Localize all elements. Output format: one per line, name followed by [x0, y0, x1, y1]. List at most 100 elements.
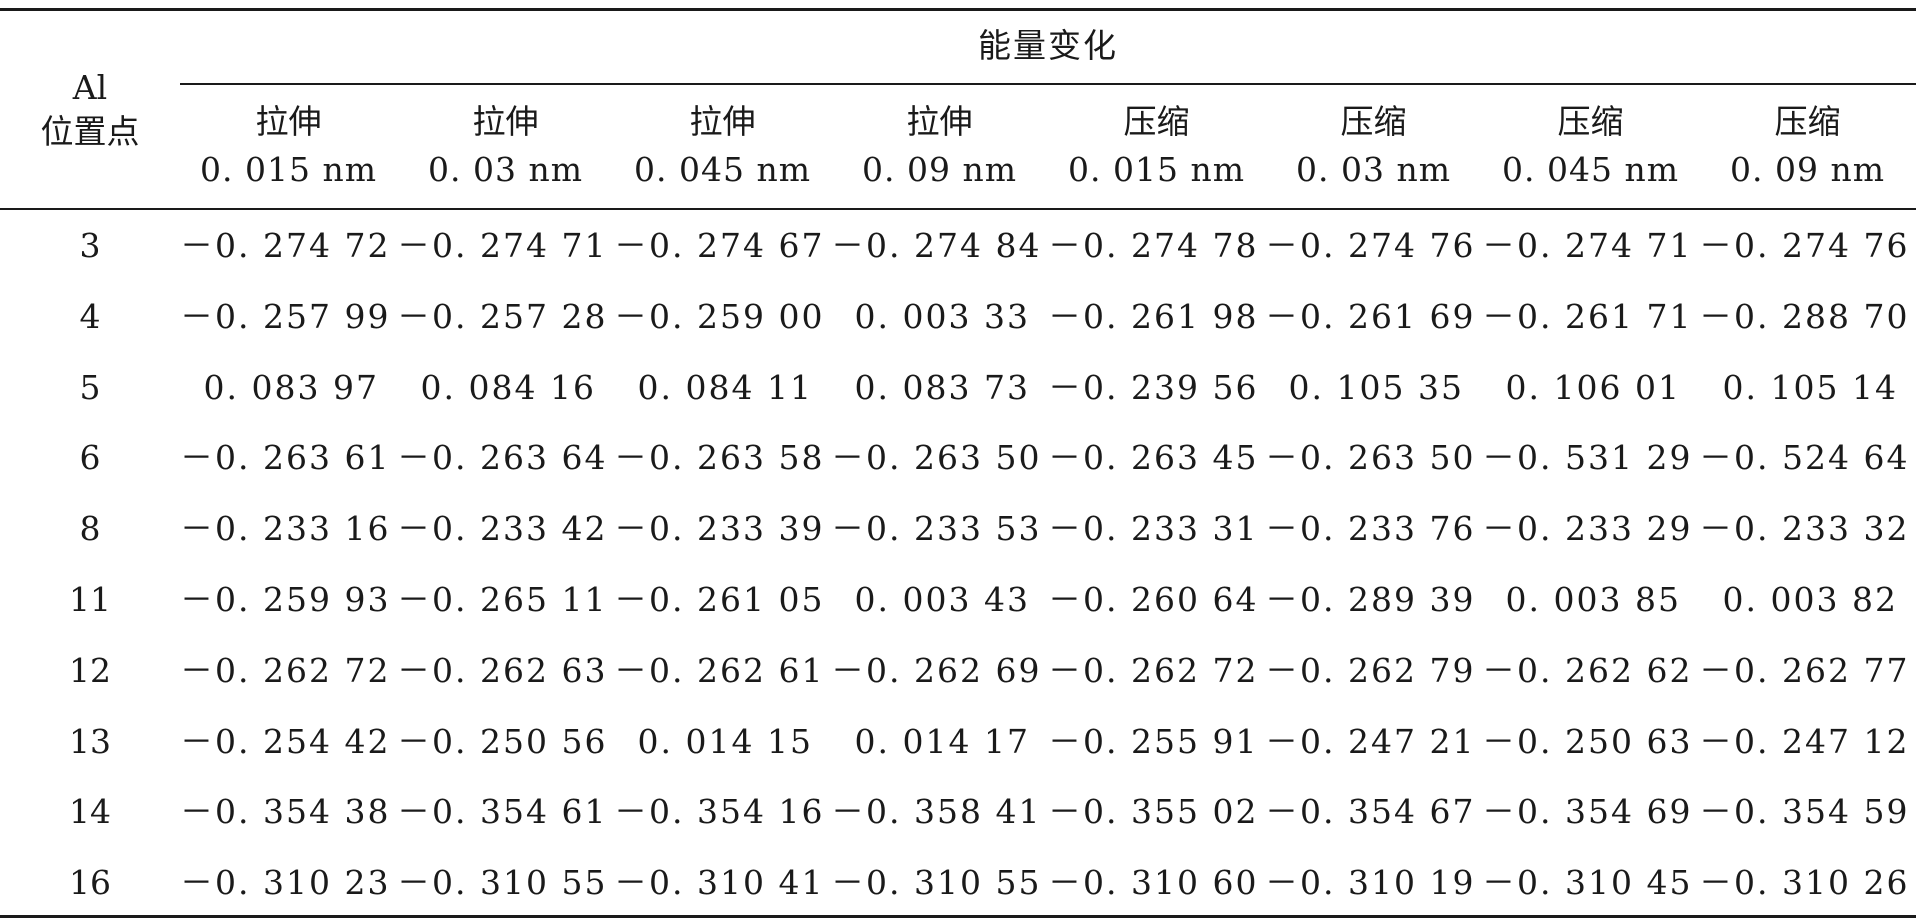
table-cell: －0. 262 72 [180, 650, 391, 690]
row-site-label: 6 [79, 438, 101, 478]
column-header-type: 拉伸 [689, 102, 756, 141]
row-site-label: 5 [79, 367, 101, 407]
column-header-amount: 0. 015 nm [200, 150, 377, 189]
column-header: 拉伸 0. 015 nm [180, 98, 397, 194]
table-cell: －0. 263 61 [180, 438, 391, 478]
stub-header-line-2: 位置点 [40, 112, 140, 151]
column-header-amount: 0. 09 nm [861, 150, 1017, 189]
table-cell: 0. 003 85 [1505, 580, 1681, 619]
table-cell: 0. 106 01 [1505, 367, 1681, 407]
table-cell: －0. 354 61 [397, 792, 608, 832]
table-cell: －0. 262 61 [614, 650, 825, 690]
table-cell: －0. 310 26 [1699, 863, 1910, 903]
table-cell: 0. 083 73 [854, 367, 1030, 407]
column-header: 拉伸 0. 045 nm [614, 98, 831, 194]
table-cell: －0. 250 63 [1482, 721, 1693, 761]
column-header: 压缩 0. 045 nm [1482, 98, 1699, 194]
table-cell: －0. 310 41 [614, 863, 825, 903]
table-cell: －0. 274 71 [1482, 226, 1693, 265]
table-cell: －0. 261 98 [1048, 296, 1259, 336]
column-header-amount: 0. 03 nm [427, 150, 583, 189]
table-cell: －0. 233 39 [614, 509, 825, 549]
table-cell: －0. 355 02 [1048, 792, 1259, 832]
table-cell: －0. 358 41 [831, 792, 1042, 832]
table-cell: －0. 255 91 [1048, 721, 1259, 761]
table-cell: －0. 262 72 [1048, 650, 1259, 690]
table-cell: 0. 084 16 [420, 367, 596, 407]
table-cell: －0. 262 63 [397, 650, 608, 690]
table-cell: －0. 247 12 [1699, 721, 1910, 761]
column-header-type: 拉伸 [255, 102, 322, 141]
column-header-type: 压缩 [1123, 102, 1190, 141]
row-site-label: 4 [79, 296, 101, 336]
row-site-label: 12 [69, 650, 111, 690]
table-cell: －0. 257 28 [397, 296, 608, 336]
table-cell: －0. 257 99 [180, 296, 391, 336]
stub-header: Al 位置点 [0, 66, 180, 154]
table-cell: －0. 262 62 [1482, 650, 1693, 690]
table-cell: 0. 003 43 [854, 580, 1030, 619]
table-cell: －0. 233 76 [1265, 509, 1476, 549]
table-cell: －0. 233 31 [1048, 509, 1259, 549]
row-site-label: 13 [69, 721, 111, 761]
table-cell: －0. 263 45 [1048, 438, 1259, 478]
table-cell: －0. 524 64 [1699, 438, 1910, 478]
table-cell: －0. 310 60 [1048, 863, 1259, 903]
table-cell: －0. 274 76 [1699, 226, 1910, 265]
table-cell: －0. 254 42 [180, 721, 391, 761]
column-header: 压缩 0. 03 nm [1265, 98, 1482, 194]
column-header-amount: 0. 09 nm [1729, 150, 1885, 189]
table-cell: 0. 003 33 [854, 296, 1030, 336]
column-header-amount: 0. 045 nm [1502, 150, 1679, 189]
table-cell: －0. 288 70 [1699, 296, 1910, 336]
row-site-label: 14 [69, 792, 111, 832]
table-cell: －0. 310 19 [1265, 863, 1476, 903]
table-cell: －0. 310 45 [1482, 863, 1693, 903]
column-header: 拉伸 0. 09 nm [831, 98, 1048, 194]
table-cell: －0. 260 64 [1048, 580, 1259, 619]
table-bottom-rule [0, 915, 1916, 918]
table-cell: －0. 262 77 [1699, 650, 1910, 690]
column-header: 拉伸 0. 03 nm [397, 98, 614, 194]
table-cell: －0. 247 21 [1265, 721, 1476, 761]
table-cell: －0. 274 67 [614, 226, 825, 265]
table-cell: －0. 531 29 [1482, 438, 1693, 478]
table-cell: －0. 354 67 [1265, 792, 1476, 832]
table-cell: －0. 274 71 [397, 226, 608, 265]
table-cell: －0. 233 53 [831, 509, 1042, 549]
table-cell: －0. 261 69 [1265, 296, 1476, 336]
table-cell: －0. 289 39 [1265, 580, 1476, 619]
group-header-rule [180, 83, 1916, 85]
table-cell: －0. 259 93 [180, 580, 391, 619]
table-cell: －0. 274 78 [1048, 226, 1259, 265]
column-header: 压缩 0. 015 nm [1048, 98, 1265, 194]
table-cell: －0. 262 69 [831, 650, 1042, 690]
table-cell: 0. 014 17 [854, 721, 1030, 761]
column-header-amount: 0. 015 nm [1068, 150, 1245, 189]
table-cell: 0. 105 14 [1722, 367, 1898, 407]
table-cell: －0. 354 38 [180, 792, 391, 832]
table-cell: －0. 233 29 [1482, 509, 1693, 549]
row-site-label: 3 [79, 226, 101, 265]
table-cell: 0. 014 15 [637, 721, 813, 761]
table-cell: －0. 233 42 [397, 509, 608, 549]
table-cell: －0. 354 59 [1699, 792, 1910, 832]
column-header-type: 压缩 [1774, 102, 1841, 141]
table-cell: －0. 263 58 [614, 438, 825, 478]
table-cell: 0. 105 35 [1288, 367, 1464, 407]
table-cell: －0. 250 56 [397, 721, 608, 761]
row-site-label: 16 [69, 863, 111, 903]
table-cell: －0. 233 32 [1699, 509, 1910, 549]
table-cell: －0. 274 76 [1265, 226, 1476, 265]
row-site-label: 8 [79, 509, 101, 549]
table-cell: －0. 310 55 [397, 863, 608, 903]
table-cell: 0. 083 97 [203, 367, 379, 407]
table-cell: －0. 261 71 [1482, 296, 1693, 336]
table-cell: －0. 233 16 [180, 509, 391, 549]
group-header: 能量变化 [978, 26, 1118, 65]
table-cell: －0. 274 84 [831, 226, 1042, 265]
table-cell: －0. 354 16 [614, 792, 825, 832]
table-cell: －0. 239 56 [1048, 367, 1259, 407]
table-cell: －0. 263 50 [831, 438, 1042, 478]
